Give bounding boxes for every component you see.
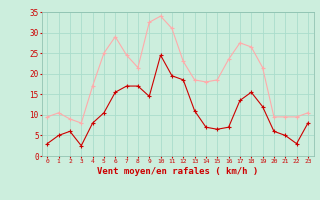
X-axis label: Vent moyen/en rafales ( km/h ): Vent moyen/en rafales ( km/h ) bbox=[97, 167, 258, 176]
